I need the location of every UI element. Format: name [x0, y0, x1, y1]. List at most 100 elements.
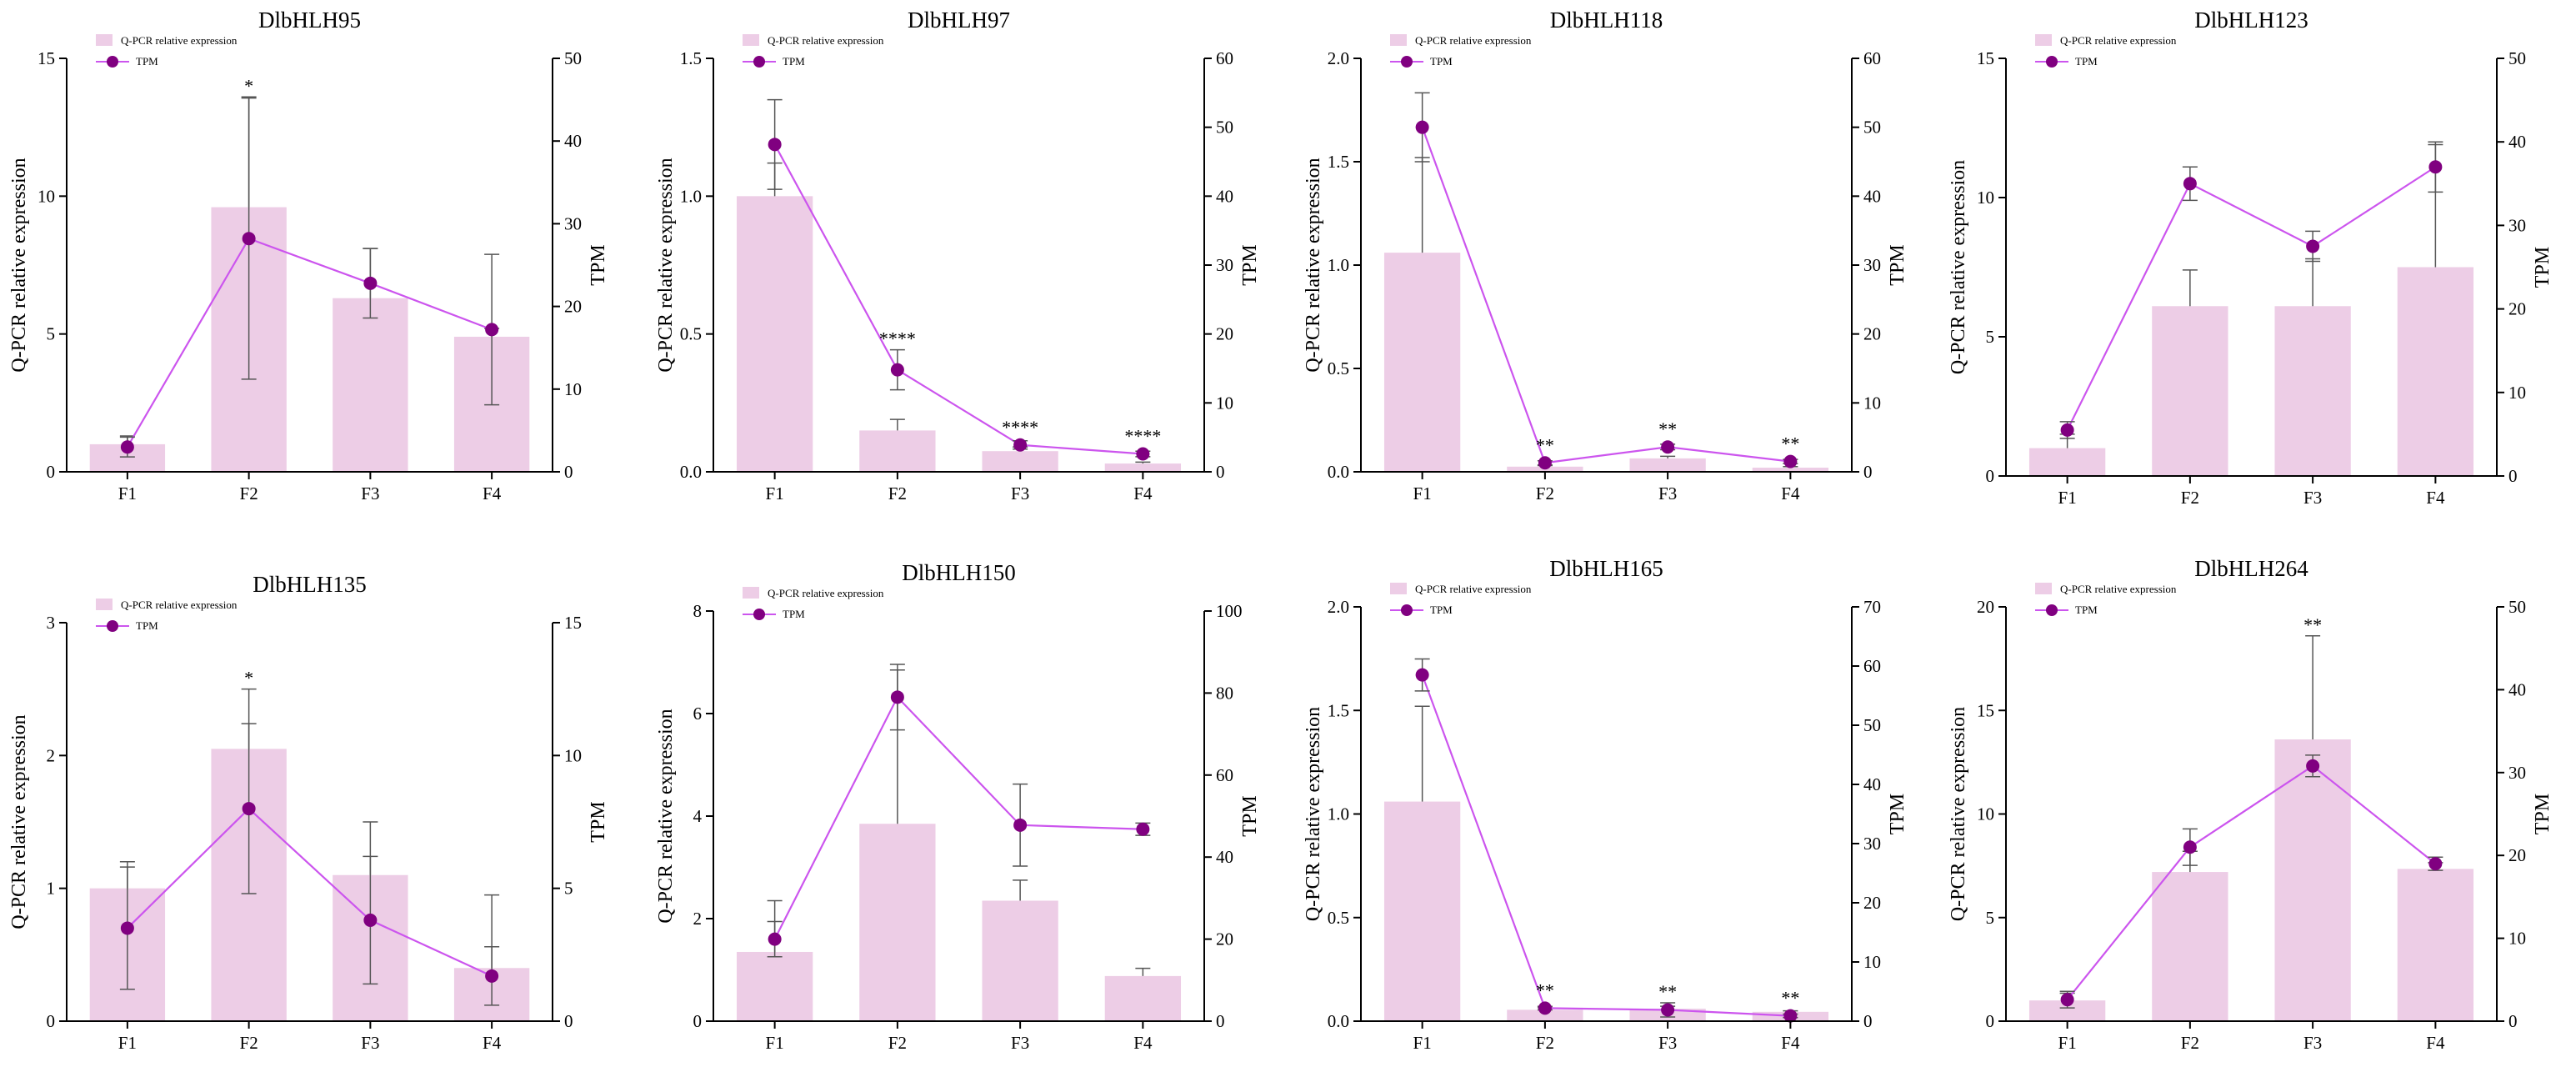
left-tick-label: 0 — [1986, 1011, 1995, 1031]
tpm-point-F2 — [1538, 456, 1552, 470]
right-tick-label: 80 — [1216, 683, 1233, 703]
chart-title: DlbHLH97 — [908, 8, 1010, 33]
right-tick-label: 20 — [1863, 893, 1881, 913]
right-tick-label: 60 — [1216, 48, 1233, 68]
chart-title: DlbHLH123 — [2194, 8, 2308, 33]
right-tick-label: 40 — [2508, 132, 2526, 152]
legend-bar-swatch — [743, 34, 759, 46]
x-tick-label: F1 — [1413, 483, 1432, 503]
left-tick-label: 1.5 — [1328, 700, 1349, 720]
x-tick-label: F2 — [240, 1033, 258, 1053]
tpm-point-F1 — [2060, 423, 2074, 437]
right-tick-label: 0 — [2508, 1011, 2518, 1031]
left-tick-label: 3 — [47, 613, 56, 633]
legend-line-marker — [2046, 56, 2058, 68]
legend-bar-label: Q-PCR relative expression — [1415, 34, 1532, 47]
bar-F1 — [1383, 253, 1461, 472]
tpm-point-F3 — [363, 913, 378, 927]
left-axis-title: Q-PCR relative expression — [655, 158, 677, 372]
right-tick-label: 0 — [564, 1011, 573, 1031]
right-tick-label: 40 — [1863, 774, 1881, 794]
tpm-point-F2 — [2183, 177, 2197, 191]
left-axis-title: Q-PCR relative expression — [1303, 707, 1324, 921]
right-tick-label: 10 — [2508, 383, 2526, 403]
tpm-point-F4 — [1136, 822, 1150, 836]
legend-bar-swatch — [1390, 583, 1407, 594]
right-axis-title: TPM — [588, 244, 609, 285]
x-tick-label: F1 — [2058, 488, 2077, 508]
x-tick-label: F2 — [1536, 483, 1554, 503]
left-tick-label: 0 — [47, 1011, 56, 1031]
chart-title: DlbHLH264 — [2194, 556, 2308, 581]
left-tick-label: 15 — [38, 48, 55, 68]
legend-line-marker — [107, 620, 118, 632]
right-tick-label: 20 — [1863, 324, 1881, 344]
bar-F3 — [2274, 306, 2351, 476]
legend-line-label: TPM — [136, 619, 158, 632]
left-tick-label: 0.5 — [1328, 908, 1349, 928]
tpm-point-F4 — [1783, 1009, 1798, 1023]
left-tick-label: 20 — [1977, 597, 1994, 617]
chart-panel-DlbHLH118: DlbHLH118 ** ** ** 0.0 0.5 1.0 1.5 2.0 0 10 20 30 40 5… — [1303, 8, 1908, 503]
left-axis-title: Q-PCR relative expression — [1303, 158, 1324, 372]
left-axis-title: Q-PCR relative expression — [1948, 160, 1969, 374]
right-tick-label: 20 — [1216, 324, 1233, 344]
left-tick-label: 0.5 — [680, 324, 702, 344]
tpm-point-F3 — [2306, 759, 2320, 773]
right-axis-title: TPM — [588, 801, 609, 842]
legend-line-label: TPM — [2075, 55, 2098, 68]
legend-line-marker — [753, 56, 765, 68]
left-tick-label: 10 — [1977, 804, 1994, 824]
legend-bar-swatch — [2035, 583, 2052, 594]
legend-line-marker — [1401, 56, 1413, 68]
legend-line-label: TPM — [1430, 55, 1453, 68]
tpm-point-F2 — [890, 363, 904, 377]
significance-label: **** — [879, 328, 916, 349]
left-tick-label: 1.0 — [680, 186, 702, 206]
right-tick-label: 15 — [564, 613, 582, 633]
right-tick-label: 0 — [564, 462, 573, 482]
right-tick-label: 20 — [2508, 845, 2526, 865]
chart-panel-DlbHLH95: DlbHLH95 * 0 5 10 15 0 10 20 30 40 50 F1 F2 F3 F4 Q-PCR … — [8, 8, 609, 503]
right-tick-label: 0 — [1216, 462, 1225, 482]
left-axis-title: Q-PCR relative expression — [8, 158, 30, 372]
tpm-point-F1 — [768, 932, 782, 946]
bar-F3 — [982, 900, 1058, 1021]
bar-F1 — [1383, 801, 1461, 1021]
right-tick-label: 40 — [1216, 186, 1233, 206]
left-tick-label: 6 — [693, 704, 703, 724]
x-tick-label: F1 — [1413, 1033, 1432, 1053]
tpm-point-F4 — [1136, 447, 1150, 461]
bar-F1 — [736, 951, 813, 1021]
chart-title: DlbHLH95 — [258, 8, 361, 33]
bar-F1 — [2028, 448, 2106, 476]
bar-F2 — [859, 430, 936, 472]
right-tick-label: 40 — [2508, 679, 2526, 699]
x-tick-label: F3 — [1011, 1033, 1029, 1053]
x-tick-label: F4 — [2426, 1033, 2445, 1053]
legend-line-label: TPM — [783, 55, 805, 68]
bar-F2 — [859, 824, 936, 1021]
tpm-point-F3 — [2306, 239, 2320, 253]
left-tick-label: 5 — [1986, 327, 1995, 347]
tpm-point-F1 — [120, 440, 134, 454]
left-axis-title: Q-PCR relative expression — [655, 709, 677, 923]
x-tick-label: F4 — [483, 483, 502, 503]
x-tick-label: F1 — [2058, 1033, 2077, 1053]
right-tick-label: 10 — [1216, 393, 1233, 413]
tpm-point-F2 — [1538, 1001, 1552, 1015]
right-tick-label: 10 — [1863, 952, 1881, 972]
right-tick-label: 30 — [2508, 763, 2526, 783]
right-tick-label: 5 — [564, 879, 573, 899]
legend-line-marker — [107, 56, 118, 68]
x-tick-label: F1 — [766, 483, 784, 503]
left-tick-label: 1.5 — [1328, 152, 1349, 172]
legend-line-label: TPM — [136, 55, 158, 68]
left-tick-label: 8 — [693, 601, 703, 621]
legend-bar-swatch — [96, 599, 113, 610]
x-tick-label: F3 — [361, 483, 379, 503]
chart-title: DlbHLH150 — [902, 560, 1016, 585]
